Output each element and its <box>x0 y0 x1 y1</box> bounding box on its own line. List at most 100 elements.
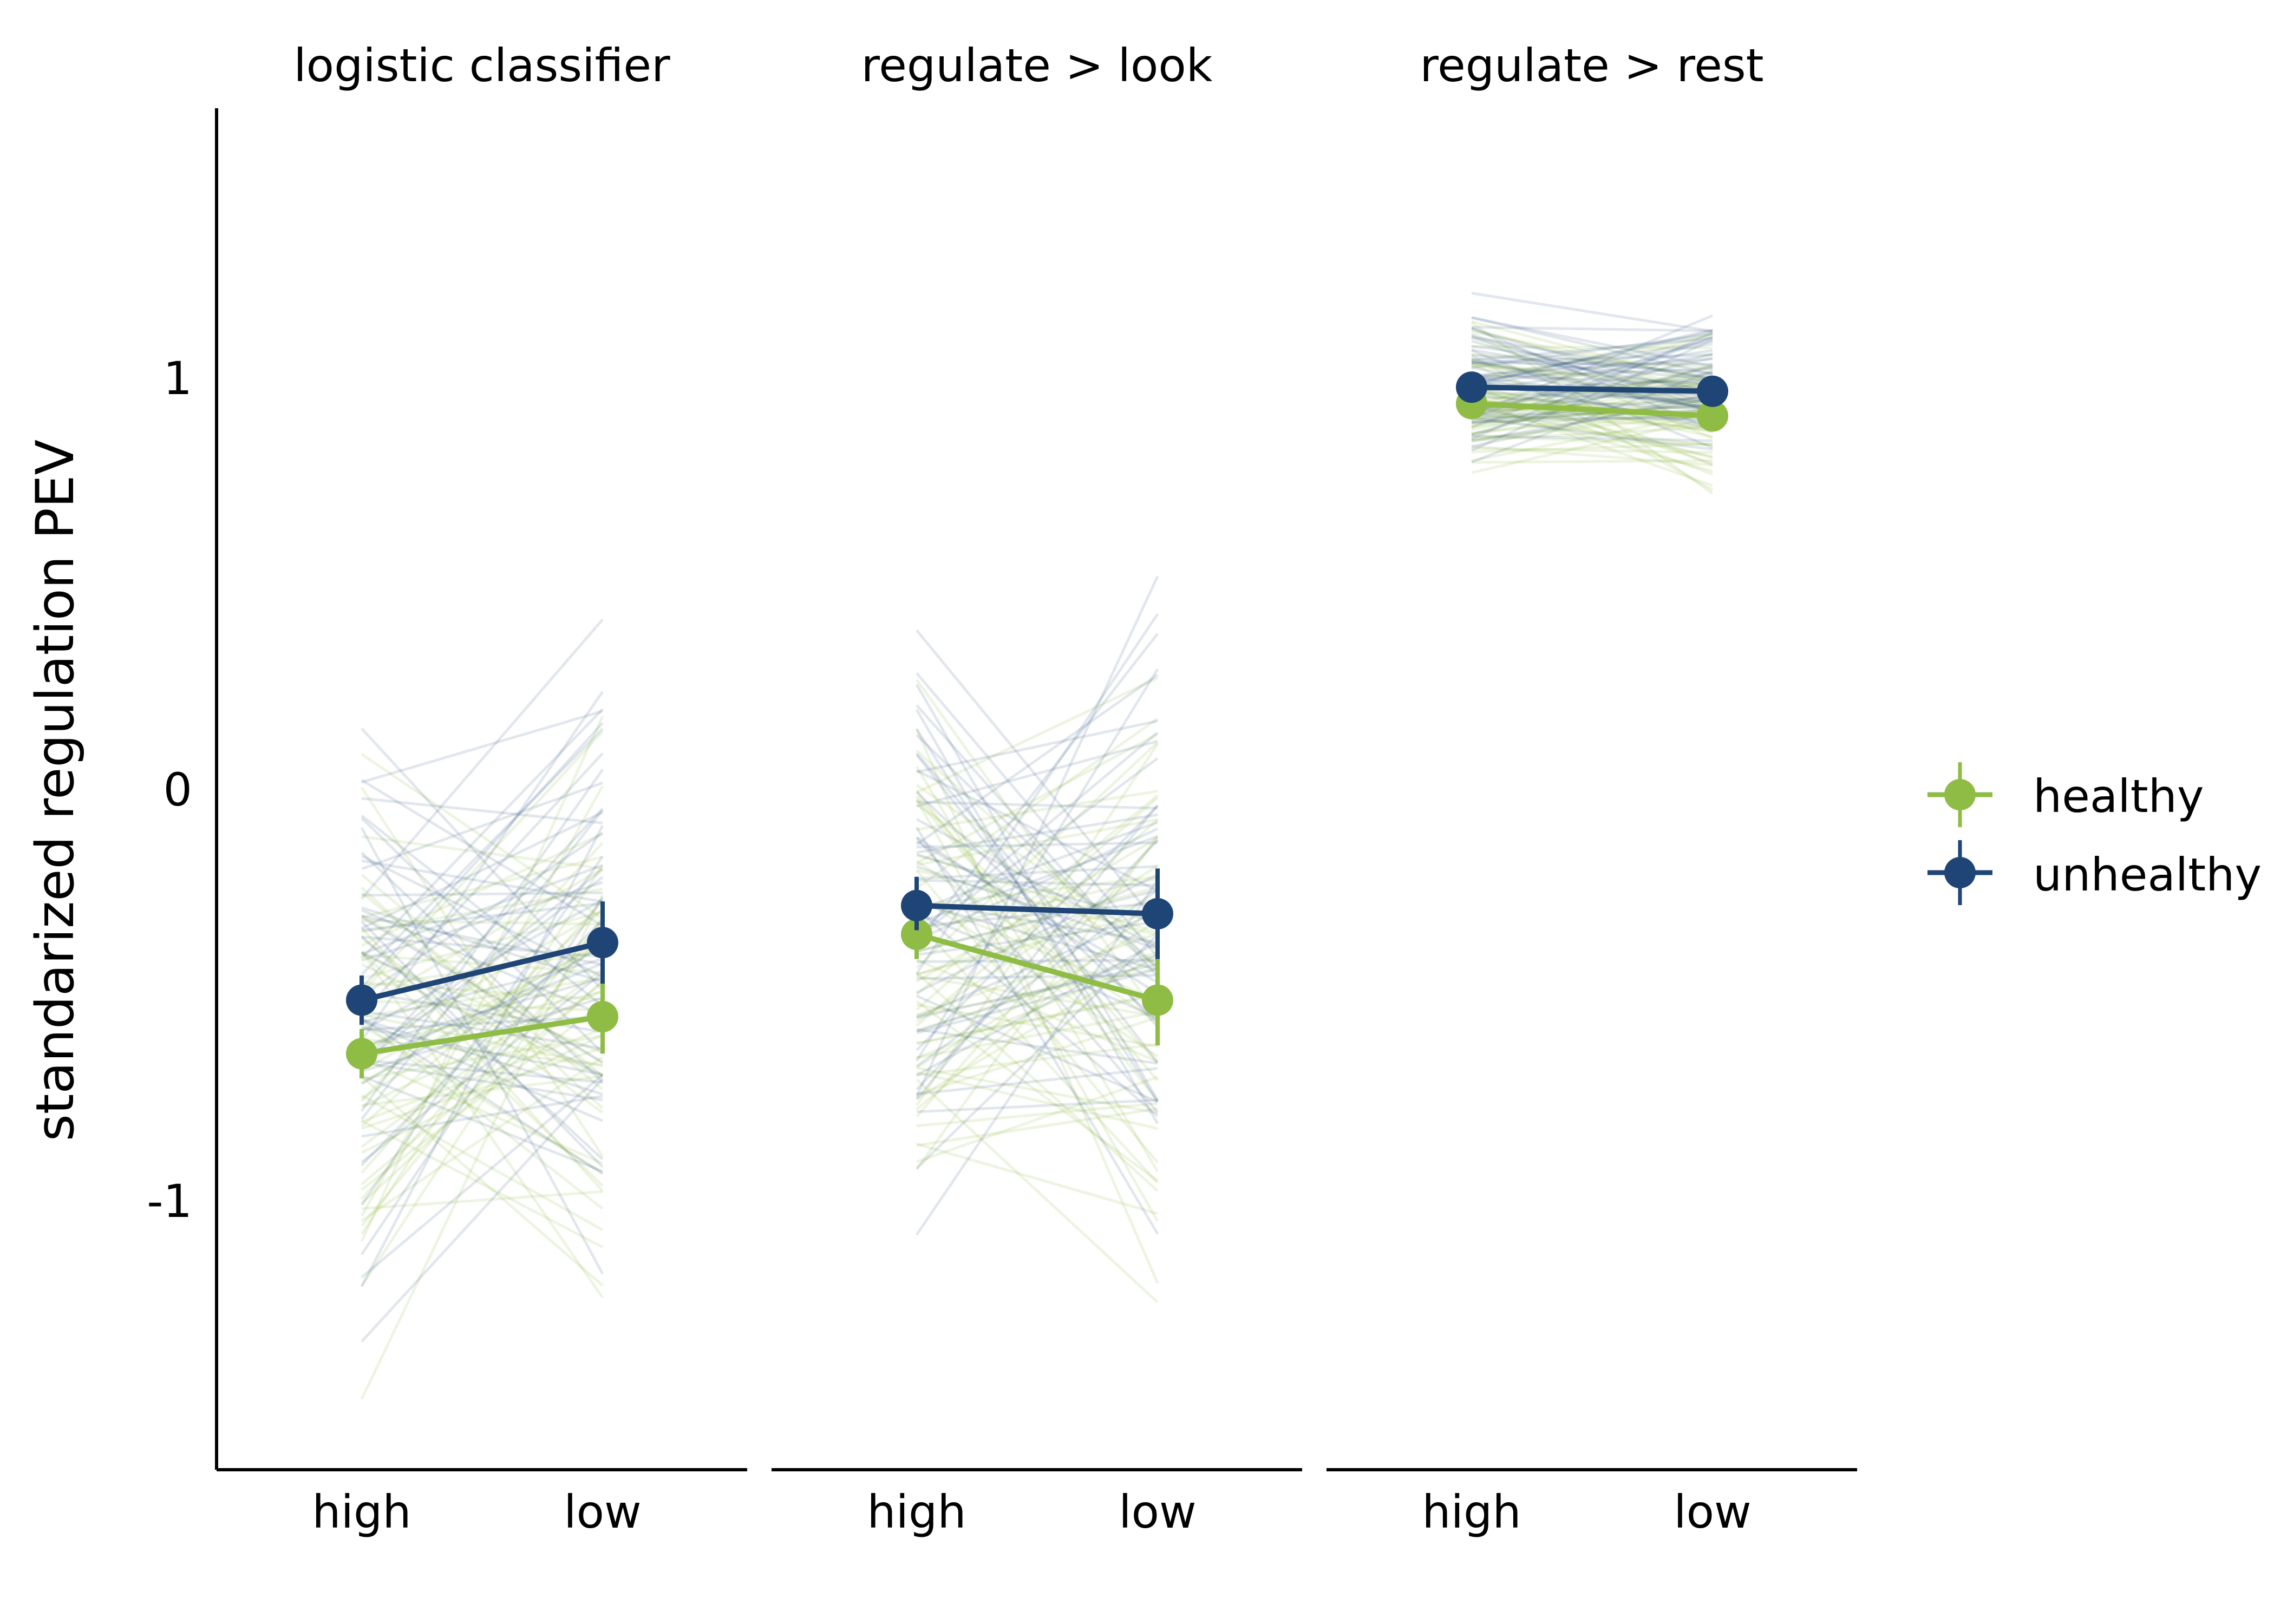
subject-line <box>1471 360 1713 412</box>
subject-line <box>916 836 1159 995</box>
subject-line <box>915 798 1159 1222</box>
subject-line <box>1471 416 1713 451</box>
subject-line <box>916 920 1158 957</box>
series-layer <box>346 371 1728 1078</box>
subject-line <box>1471 444 1713 467</box>
subject-line <box>1471 336 1713 429</box>
subject-line <box>1471 349 1713 449</box>
subject-line <box>361 919 603 926</box>
subject-line <box>361 1075 603 1107</box>
subject-line <box>361 909 604 1053</box>
subject-line <box>916 1078 1159 1304</box>
subject-line <box>361 618 604 900</box>
subject-line <box>361 971 604 1163</box>
subject-line <box>916 719 1158 774</box>
subject-line <box>915 575 1159 1097</box>
subject-line <box>916 893 1159 1058</box>
subject-line <box>361 891 603 897</box>
legend-marker-unhealthy <box>1927 840 1992 905</box>
subject-line <box>361 908 604 1128</box>
subject-line <box>360 855 604 1206</box>
subject-line <box>915 879 1159 1236</box>
subject-line <box>916 803 1159 967</box>
subject-line <box>915 826 1159 1235</box>
subject-line <box>361 710 603 784</box>
data-point-healthy-low <box>1697 400 1728 432</box>
subject-line <box>1471 413 1713 441</box>
subject-line <box>361 781 603 870</box>
subject-line <box>361 945 604 1085</box>
subject-line <box>916 677 1159 794</box>
subject-line <box>360 716 604 1242</box>
subject-line <box>916 673 1159 846</box>
subject-line <box>916 873 1159 994</box>
data-point-healthy-high <box>901 919 932 950</box>
subject-line <box>361 859 603 903</box>
subject-line <box>361 1018 603 1096</box>
subject-line <box>1471 336 1713 381</box>
subject-line <box>916 1071 1158 1130</box>
subject-line <box>1471 399 1713 487</box>
subject-line <box>916 629 1159 925</box>
subject-line <box>1471 344 1713 379</box>
subject-line <box>361 863 603 955</box>
data-point-unhealthy-high <box>346 984 377 1016</box>
subject-line <box>1471 349 1713 387</box>
subject-line <box>916 889 1158 953</box>
subject-line <box>916 962 1158 1019</box>
subject-line <box>1471 442 1713 454</box>
subject-line <box>361 939 604 1085</box>
x-tick-label-p1-low: low <box>564 1485 641 1538</box>
subject-line <box>1471 459 1713 464</box>
subject-line <box>361 979 604 1204</box>
subject-line <box>361 1073 604 1279</box>
data-point-unhealthy-high <box>901 889 932 921</box>
subject-line <box>360 951 604 1299</box>
subject-line <box>361 977 603 1018</box>
subject-line <box>1471 416 1713 474</box>
subject-line <box>916 868 1158 937</box>
subject-line <box>361 1057 603 1165</box>
x-tick-label-p3-low: low <box>1674 1485 1751 1538</box>
series-line-unhealthy-panel-1 <box>361 940 604 1003</box>
subject-line <box>916 879 1158 887</box>
subject-line <box>916 1098 1158 1114</box>
data-point-healthy-low <box>1142 984 1173 1016</box>
subject-line <box>916 957 1158 1059</box>
series-line-healthy-panel-1 <box>361 1014 603 1057</box>
legend-label-unhealthy: unhealthy <box>2033 848 2262 901</box>
subject-line <box>361 1078 604 1343</box>
subject-line <box>916 933 1159 1170</box>
subject-line <box>1471 356 1713 414</box>
subject-line <box>361 852 604 1083</box>
subject-line <box>361 1017 604 1175</box>
subject-line <box>361 914 603 966</box>
subject-line <box>1471 316 1713 376</box>
subject-line <box>916 920 1159 1184</box>
subject-line <box>916 967 1158 1034</box>
subject-line <box>361 919 604 1167</box>
subject-line <box>916 1066 1158 1115</box>
subject-line <box>916 994 1158 1045</box>
subject-line <box>916 1142 1158 1215</box>
subject-line <box>916 860 1159 1024</box>
legend: healthy unhealthy <box>1927 762 2262 905</box>
subject-line <box>916 813 1158 854</box>
subject-line <box>1471 357 1713 381</box>
subject-line <box>1471 375 1713 430</box>
subject-line <box>1471 354 1714 492</box>
subject-line <box>361 1190 603 1210</box>
subject-line <box>1471 353 1713 364</box>
subject-line <box>1471 397 1713 428</box>
subject-line <box>916 920 1159 1069</box>
subject-line <box>916 790 1159 1103</box>
subject-line <box>361 937 604 1114</box>
subject-line <box>360 916 604 1287</box>
subject-line <box>361 1119 604 1249</box>
subject-line <box>361 868 604 1060</box>
subject-line <box>1471 339 1713 414</box>
subject-line <box>1471 330 1713 387</box>
subject-line <box>916 877 1158 932</box>
subject-line <box>361 1015 603 1031</box>
subject-line <box>361 831 604 998</box>
